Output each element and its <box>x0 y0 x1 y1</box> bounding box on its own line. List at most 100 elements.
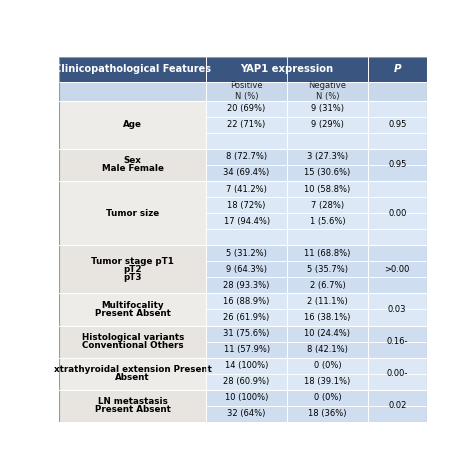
Bar <box>59 245 206 293</box>
Bar <box>368 326 427 342</box>
Bar <box>206 165 287 181</box>
Text: Age: Age <box>123 120 142 129</box>
Text: 9 (64.3%): 9 (64.3%) <box>226 265 267 274</box>
Bar <box>368 406 427 422</box>
Bar <box>368 181 427 197</box>
Text: xtrathyroidal extension Present: xtrathyroidal extension Present <box>54 365 212 374</box>
Bar <box>59 326 206 357</box>
Bar <box>368 277 427 293</box>
Bar <box>59 390 206 422</box>
Text: 7 (41.2%): 7 (41.2%) <box>226 184 267 193</box>
Bar <box>206 326 287 342</box>
Bar <box>368 117 427 133</box>
Text: 34 (69.4%): 34 (69.4%) <box>223 168 270 177</box>
Text: 1 (5.6%): 1 (5.6%) <box>310 217 345 226</box>
Text: P: P <box>393 64 401 74</box>
Text: 28 (60.9%): 28 (60.9%) <box>223 377 270 386</box>
Bar <box>368 165 427 181</box>
Bar <box>206 390 287 406</box>
Bar <box>206 133 287 149</box>
Text: pT3: pT3 <box>123 273 142 282</box>
Text: Male Female: Male Female <box>102 164 164 173</box>
Bar <box>368 390 427 406</box>
Text: 18 (72%): 18 (72%) <box>228 201 266 210</box>
Text: 16 (38.1%): 16 (38.1%) <box>304 313 351 322</box>
Text: 9 (31%): 9 (31%) <box>311 104 344 113</box>
Text: Conventional Others: Conventional Others <box>82 341 183 350</box>
Bar <box>287 133 368 149</box>
Bar <box>59 181 206 245</box>
Bar <box>287 310 368 326</box>
Text: Present Absent: Present Absent <box>95 405 171 414</box>
Text: Absent: Absent <box>115 373 150 382</box>
Text: 2 (11.1%): 2 (11.1%) <box>307 297 348 306</box>
Bar <box>287 100 368 117</box>
Bar <box>59 82 206 100</box>
Text: 32 (64%): 32 (64%) <box>228 410 266 419</box>
Text: 2 (6.7%): 2 (6.7%) <box>310 281 345 290</box>
Bar <box>287 229 368 245</box>
Text: 31 (75.6%): 31 (75.6%) <box>223 329 270 338</box>
Bar <box>368 245 427 261</box>
Bar <box>59 57 206 82</box>
Bar <box>368 82 427 100</box>
Text: YAP1 expression: YAP1 expression <box>240 64 334 74</box>
Text: Clinicopathological Features: Clinicopathological Features <box>54 64 211 74</box>
Text: 0.95: 0.95 <box>388 120 406 129</box>
Text: 18 (36%): 18 (36%) <box>308 410 346 419</box>
Bar <box>206 82 287 100</box>
Text: 15 (30.6%): 15 (30.6%) <box>304 168 351 177</box>
Bar <box>287 357 368 374</box>
Text: LN metastasis: LN metastasis <box>98 397 168 406</box>
Bar <box>59 100 206 149</box>
Text: Positive
N (%): Positive N (%) <box>230 82 263 101</box>
Bar <box>287 342 368 357</box>
Text: 3 (27.3%): 3 (27.3%) <box>307 152 348 161</box>
Bar <box>206 197 287 213</box>
Text: 11 (57.9%): 11 (57.9%) <box>224 345 270 354</box>
Bar <box>206 100 287 117</box>
Bar <box>206 149 287 165</box>
Bar <box>368 342 427 357</box>
Text: 7 (28%): 7 (28%) <box>311 201 344 210</box>
Bar <box>287 197 368 213</box>
Bar <box>287 277 368 293</box>
Text: 0.16-: 0.16- <box>386 337 408 346</box>
Text: 22 (71%): 22 (71%) <box>228 120 266 129</box>
Bar <box>206 117 287 133</box>
Text: 0.95: 0.95 <box>388 160 406 169</box>
Text: pT2: pT2 <box>123 265 142 274</box>
Bar <box>287 165 368 181</box>
Text: 9 (29%): 9 (29%) <box>311 120 344 129</box>
Bar <box>206 261 287 277</box>
Bar <box>206 357 287 374</box>
Text: 0 (0%): 0 (0%) <box>314 393 341 402</box>
Text: 0.00-: 0.00- <box>386 369 408 378</box>
Text: 28 (93.3%): 28 (93.3%) <box>223 281 270 290</box>
Bar <box>206 310 287 326</box>
Text: 26 (61.9%): 26 (61.9%) <box>223 313 270 322</box>
Bar <box>59 293 206 326</box>
Bar <box>287 149 368 165</box>
Bar <box>368 229 427 245</box>
Bar <box>368 261 427 277</box>
Bar <box>287 213 368 229</box>
Text: Multifocality: Multifocality <box>101 301 164 310</box>
Bar <box>368 357 427 374</box>
Text: 0.03: 0.03 <box>388 305 407 314</box>
Bar <box>368 100 427 117</box>
Bar <box>206 277 287 293</box>
Text: 14 (100%): 14 (100%) <box>225 361 268 370</box>
Bar <box>287 326 368 342</box>
Text: Negative
N (%): Negative N (%) <box>309 82 346 101</box>
Bar <box>368 197 427 213</box>
Bar <box>206 213 287 229</box>
Bar <box>206 181 287 197</box>
Bar <box>206 229 287 245</box>
Text: Sex: Sex <box>124 156 142 165</box>
Bar <box>287 390 368 406</box>
Bar <box>368 57 427 82</box>
Bar <box>287 261 368 277</box>
Text: Tumor stage pT1: Tumor stage pT1 <box>91 257 174 266</box>
Bar <box>368 149 427 165</box>
